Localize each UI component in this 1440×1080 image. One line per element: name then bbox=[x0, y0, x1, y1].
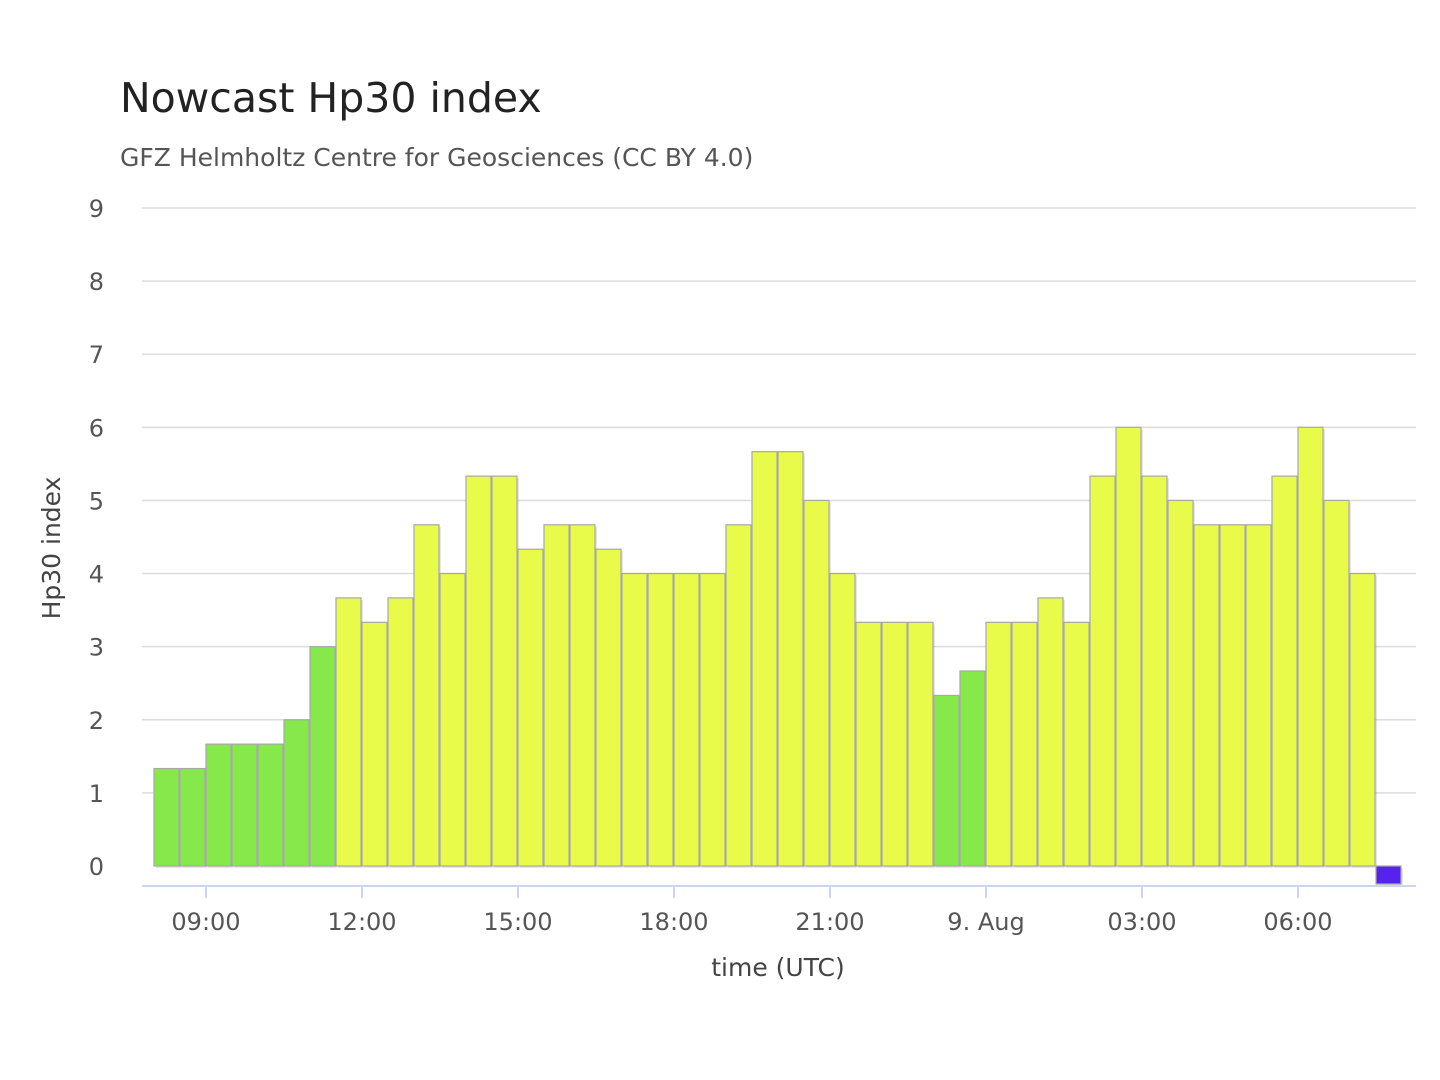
bar[interactable] bbox=[283, 719, 310, 867]
x-tick-label: 09:00 bbox=[171, 908, 240, 936]
y-tick-label: 5 bbox=[89, 487, 104, 515]
x-tick-label: 12:00 bbox=[327, 908, 396, 936]
bar[interactable] bbox=[673, 572, 700, 867]
y-tick-label: 3 bbox=[89, 634, 104, 662]
bar[interactable] bbox=[543, 524, 570, 867]
bar[interactable] bbox=[621, 572, 648, 867]
bar[interactable] bbox=[725, 524, 752, 867]
y-tick-label: 4 bbox=[89, 561, 104, 589]
bar[interactable] bbox=[647, 572, 674, 867]
chart-subtitle: GFZ Helmholtz Centre for Geosciences (CC… bbox=[120, 143, 754, 172]
bar[interactable] bbox=[1115, 426, 1142, 867]
bar[interactable] bbox=[465, 475, 492, 867]
bar[interactable] bbox=[829, 572, 856, 867]
bar[interactable] bbox=[1063, 621, 1090, 867]
bar[interactable] bbox=[1375, 865, 1402, 885]
bar[interactable] bbox=[231, 743, 258, 867]
bar[interactable] bbox=[309, 646, 336, 867]
bar[interactable] bbox=[413, 524, 440, 867]
chart-title: Nowcast Hp30 index bbox=[120, 74, 542, 122]
bar[interactable] bbox=[595, 548, 622, 867]
y-tick-label: 2 bbox=[89, 707, 104, 735]
bar[interactable] bbox=[1297, 426, 1324, 867]
bar[interactable] bbox=[1167, 499, 1194, 867]
bar[interactable] bbox=[985, 621, 1012, 867]
y-tick-label: 8 bbox=[89, 268, 104, 296]
bar[interactable] bbox=[933, 694, 960, 867]
bar[interactable] bbox=[881, 621, 908, 867]
bar[interactable] bbox=[257, 743, 284, 867]
bar[interactable] bbox=[1349, 572, 1376, 867]
x-tick-label: 9. Aug bbox=[947, 908, 1024, 936]
bar-series bbox=[153, 426, 1403, 886]
bar[interactable] bbox=[439, 572, 466, 867]
bar[interactable] bbox=[855, 621, 882, 867]
x-tick-label: 21:00 bbox=[795, 908, 864, 936]
bar[interactable] bbox=[361, 621, 388, 867]
y-tick-label: 0 bbox=[89, 853, 104, 881]
bar[interactable] bbox=[153, 767, 180, 867]
x-tick-label: 03:00 bbox=[1107, 908, 1176, 936]
bar[interactable] bbox=[959, 670, 986, 867]
bar[interactable] bbox=[205, 743, 232, 867]
y-tick-label: 1 bbox=[89, 780, 104, 808]
x-axis-ticks: 09:00 12:00 15:00 18:00 21:00 9. Aug 03:00 06:0… bbox=[171, 886, 1333, 936]
y-axis-ticks: 0 1 2 3 4 5 6 7 8 9 bbox=[89, 195, 104, 881]
bar[interactable] bbox=[777, 451, 804, 867]
bar[interactable] bbox=[1037, 597, 1064, 867]
x-axis-label: time (UTC) bbox=[711, 953, 845, 982]
bar[interactable] bbox=[1141, 475, 1168, 867]
bar[interactable] bbox=[1245, 524, 1272, 867]
x-tick-label: 06:00 bbox=[1263, 908, 1332, 936]
bar[interactable] bbox=[517, 548, 544, 867]
bar[interactable] bbox=[179, 767, 206, 867]
y-axis-label: Hp30 index bbox=[37, 477, 66, 620]
bar[interactable] bbox=[1193, 524, 1220, 867]
bar[interactable] bbox=[1323, 499, 1350, 867]
bar[interactable] bbox=[1011, 621, 1038, 867]
bar[interactable] bbox=[491, 475, 518, 867]
x-tick-label: 18:00 bbox=[639, 908, 708, 936]
y-tick-label: 6 bbox=[89, 414, 104, 442]
bar[interactable] bbox=[1089, 475, 1116, 867]
bar[interactable] bbox=[387, 597, 414, 867]
bar[interactable] bbox=[907, 621, 934, 867]
bar[interactable] bbox=[569, 524, 596, 867]
bar[interactable] bbox=[335, 597, 362, 867]
bar[interactable] bbox=[699, 572, 726, 867]
y-tick-label: 9 bbox=[89, 195, 104, 223]
bar[interactable] bbox=[803, 499, 830, 867]
bar[interactable] bbox=[751, 451, 778, 867]
x-tick-label: 15:00 bbox=[483, 908, 552, 936]
y-tick-label: 7 bbox=[89, 341, 104, 369]
bar[interactable] bbox=[1219, 524, 1246, 867]
bar[interactable] bbox=[1271, 475, 1298, 867]
